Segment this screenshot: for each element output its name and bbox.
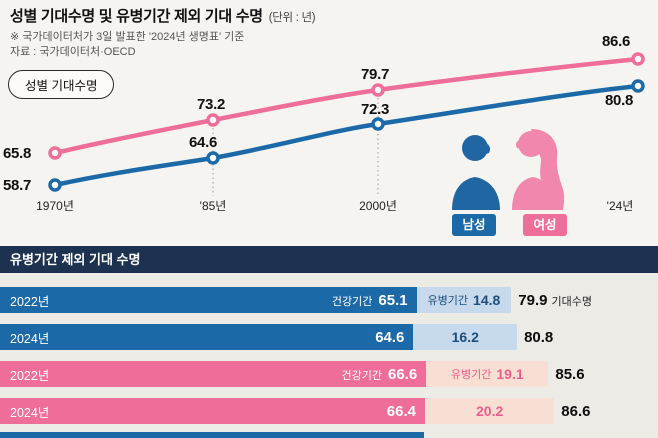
total-label: 기대수명 <box>551 295 592 308</box>
male-value-24: 80.8 <box>605 92 633 109</box>
male-value-1970: 58.7 <box>3 177 31 194</box>
x-label-24: '24년 <box>606 199 634 213</box>
sick-label: 유병기간 <box>427 295 469 307</box>
total-value: 86.6 <box>561 402 591 420</box>
total-text: 80.8 <box>524 329 553 346</box>
healthy-segment: 2024년 64.6 <box>0 324 414 350</box>
total-text: 85.6 <box>555 366 584 383</box>
healthy-value: 66.4 <box>386 402 416 420</box>
bar-year-label: 2022년 <box>10 294 50 309</box>
healthy-value: 66.6 <box>387 365 418 383</box>
female-value-1970: 65.8 <box>3 145 31 162</box>
source-note: ※ 국가데이터처가 3일 발표한 '2024년 생명표' 기준 <box>10 31 245 43</box>
bar-section-header: 유병기간 제외 기대 수명 <box>0 246 658 273</box>
bar-year-label: 2022년 <box>10 368 50 383</box>
sick-value: 20.2 <box>476 403 504 419</box>
healthy-segment: 2024년 66.4 <box>0 398 425 424</box>
healthy-label: 건강기간 <box>331 295 373 308</box>
bar-year-label: 2024년 <box>10 331 50 346</box>
female-value-85: 73.2 <box>197 96 225 113</box>
x-label-85: '85년 <box>199 199 227 213</box>
sick-value: 14.8 <box>473 292 501 308</box>
healthy-text: 64.6 <box>375 329 404 346</box>
sick-segment: 유병기간 19.1 <box>426 361 549 387</box>
healthy-value: 65.1 <box>378 291 408 309</box>
source-credit: 자료 : 국가데이터처·OECD <box>10 46 136 58</box>
bar-chart-area: 2022년 건강기간 65.1 유병기간 14.8 79.9 기대수명 2024… <box>0 273 658 438</box>
unit-label: (단위 : 년) <box>268 12 316 24</box>
total-value: 80.8 <box>524 328 554 346</box>
sick-value: 19.1 <box>496 366 524 382</box>
bar-row: 2024년 64.6 16.2 80.8 <box>0 324 553 350</box>
healthy-value: 64.6 <box>375 328 405 346</box>
sick-segment: 유병기간 14.8 <box>416 287 512 313</box>
x-label-1970: 1970년 <box>36 199 74 213</box>
bar-row: 2022년 건강기간 65.1 유병기간 14.8 79.9 기대수명 <box>0 287 592 313</box>
healthy-text: 66.4 <box>387 403 416 420</box>
healthy-label: 건강기간 <box>341 369 382 382</box>
sick-segment: 16.2 <box>413 324 518 350</box>
sick-label: 유병기간 <box>450 369 492 381</box>
healthy-text: 건강기간 66.6 <box>342 366 418 383</box>
male-legend-chip: 남성 <box>452 214 496 236</box>
female-silhouette-icon <box>512 129 565 210</box>
male-value-2000: 72.3 <box>361 101 389 118</box>
healthy-segment: 2022년 건강기간 66.6 <box>0 361 427 387</box>
page-title-text: 성별 기대수명 및 유병기간 제외 기대 수명 <box>10 8 263 25</box>
x-label-2000: 2000년 <box>359 199 397 213</box>
bar-row: 2022년 건강기간 66.6 유병기간 19.1 85.6 <box>0 361 585 387</box>
gender-chart-badge: 성별 기대수명 <box>8 70 115 99</box>
male-silhouette-icon <box>452 135 500 210</box>
female-value-2000: 79.7 <box>361 66 389 83</box>
sick-segment: 20.2 <box>425 398 555 424</box>
partial-next-bar <box>0 432 424 438</box>
healthy-segment: 2022년 건강기간 65.1 <box>0 287 417 313</box>
bar-year-label: 2024년 <box>10 405 50 420</box>
sick-value: 16.2 <box>451 329 479 345</box>
total-value: 85.6 <box>555 365 585 383</box>
page-title: 성별 기대수명 및 유병기간 제외 기대 수명 (단위 : 년) <box>10 5 316 26</box>
total-text: 79.9 기대수명 <box>518 292 592 309</box>
total-text: 86.6 <box>561 403 590 420</box>
female-value-24: 86.6 <box>602 33 630 50</box>
male-value-85: 64.6 <box>189 134 217 151</box>
total-value: 79.9 <box>518 291 548 309</box>
female-legend-chip: 여성 <box>523 214 567 236</box>
healthy-text: 건강기간 65.1 <box>332 292 408 309</box>
bar-row: 2024년 66.4 20.2 86.6 <box>0 398 591 424</box>
